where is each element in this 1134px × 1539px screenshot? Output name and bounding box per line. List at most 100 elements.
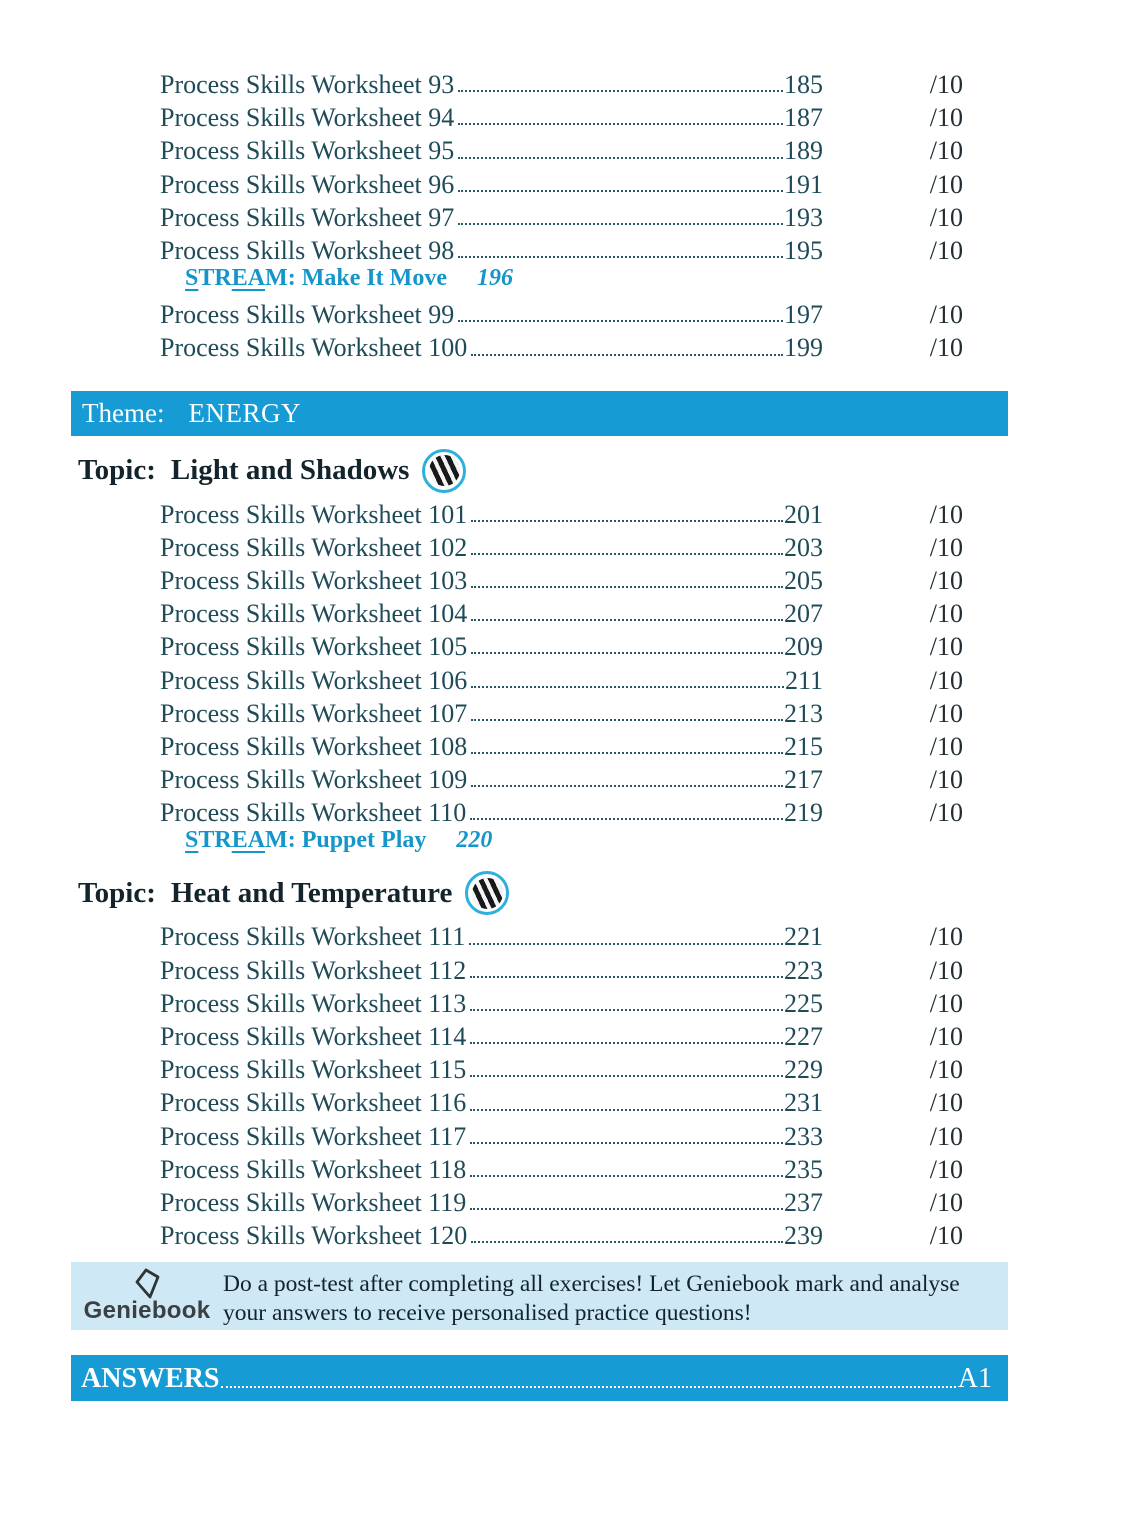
score-blank: /10 — [929, 70, 963, 100]
theme-name: ENERGY — [188, 397, 301, 428]
worksheet-title: Process Skills Worksheet 117 — [160, 1121, 467, 1151]
toc-entry-row: Process Skills Worksheet 93 185 /10 — [160, 66, 963, 99]
stream-activity-label: STREAM: Puppet Play — [185, 827, 426, 854]
dot-leader — [458, 123, 783, 126]
worksheet-title: Process Skills Worksheet 93 — [160, 70, 455, 100]
promo-text-line-1: Do a post-test after completing all exer… — [223, 1271, 960, 1298]
toc-entry-row: Process Skills Worksheet 106 211 /10 — [160, 661, 963, 695]
score-blank: /10 — [929, 798, 963, 828]
toc-entry-row: Process Skills Worksheet 104 207 /10 — [160, 595, 963, 628]
dot-leader — [470, 1141, 783, 1144]
page-number: 223 — [784, 955, 823, 985]
page-number: 203 — [784, 532, 823, 562]
page-number: 207 — [784, 599, 823, 629]
toc-entry-row: Process Skills Worksheet 120 239 /10 — [160, 1217, 963, 1250]
promo-text: Do a post-test after completing all exer… — [223, 1262, 960, 1330]
score-blank: /10 — [929, 300, 963, 330]
toc-entry-row: Process Skills Worksheet 107 213 /10 — [160, 695, 963, 728]
dot-leader — [470, 818, 783, 821]
score-blank: /10 — [929, 532, 963, 562]
worksheet-title: Process Skills Worksheet 98 — [160, 236, 455, 266]
dot-leader — [471, 652, 783, 655]
stream-underlined-letters: EA — [231, 265, 266, 292]
stream-letters: TR — [198, 265, 232, 292]
toc-entry-row: Process Skills Worksheet 111 221 /10 — [160, 918, 963, 951]
toc-entry-row: Process Skills Worksheet 119 237 /10 — [160, 1184, 963, 1217]
page-number: 197 — [784, 300, 823, 330]
page-number: 239 — [784, 1221, 823, 1251]
page-number: 215 — [784, 731, 823, 761]
page-number: 213 — [784, 698, 823, 728]
toc-entry-row: Process Skills Worksheet 109 217 /10 — [160, 761, 963, 794]
score-blank: /10 — [929, 236, 963, 266]
toc-entry-row: Process Skills Worksheet 112 223 /10 — [160, 952, 963, 985]
worksheet-title: Process Skills Worksheet 119 — [160, 1187, 467, 1217]
worksheet-title: Process Skills Worksheet 101 — [160, 499, 468, 529]
score-blank: /10 — [929, 1022, 963, 1052]
score-blank: /10 — [929, 333, 963, 363]
worksheet-title: Process Skills Worksheet 113 — [160, 988, 467, 1018]
score-blank: /10 — [929, 169, 963, 199]
topic-name: Light and Shadows — [170, 454, 410, 486]
toc-entry-row: Process Skills Worksheet 115 229 /10 — [160, 1051, 963, 1084]
score-blank: /10 — [929, 922, 963, 952]
striped-globe-inner — [471, 877, 503, 909]
stream-letters: M: Make It Move — [265, 265, 447, 292]
topic-label: Topic: — [78, 876, 156, 909]
toc-entry-row: Process Skills Worksheet 99 197 /10 — [160, 296, 963, 329]
theme-label: Theme: — [82, 397, 165, 428]
score-blank: /10 — [929, 698, 963, 728]
stream-page-number: 220 — [456, 827, 493, 854]
score-blank: /10 — [929, 765, 963, 795]
worksheet-title: Process Skills Worksheet 107 — [160, 698, 468, 728]
page-number: 185 — [784, 70, 823, 100]
worksheet-title: Process Skills Worksheet 116 — [160, 1088, 467, 1118]
toc-entry-row: Process Skills Worksheet 101 201 /10 — [160, 496, 963, 529]
dot-leader — [470, 1174, 783, 1177]
toc-entry-row: Process Skills Worksheet 97 193 /10 — [160, 199, 963, 232]
score-blank: /10 — [929, 988, 963, 1018]
dot-leader — [471, 785, 783, 788]
dot-leader — [458, 222, 783, 225]
score-blank: /10 — [929, 499, 963, 529]
stream-activity-label: STREAM: Make It Move — [185, 265, 447, 292]
score-blank: /10 — [929, 1221, 963, 1251]
dot-leader — [458, 320, 783, 323]
dot-leader — [470, 1108, 783, 1111]
dot-leader — [470, 975, 783, 978]
score-blank: /10 — [929, 103, 963, 133]
page-number: 225 — [784, 988, 823, 1018]
toc-entry-row: Process Skills Worksheet 108 215 /10 — [160, 728, 963, 761]
worksheet-title: Process Skills Worksheet 106 — [160, 665, 468, 695]
answers-banner: ANSWERS A1 — [71, 1355, 1008, 1402]
score-blank: /10 — [929, 599, 963, 629]
worksheet-title: Process Skills Worksheet 99 — [160, 300, 455, 330]
topic-label: Topic: — [78, 454, 156, 486]
score-blank: /10 — [929, 1121, 963, 1151]
worksheet-title: Process Skills Worksheet 110 — [160, 798, 467, 828]
geniebook-promo-banner: Geniebook Do a post-test after completin… — [71, 1262, 1008, 1331]
worksheet-title: Process Skills Worksheet 112 — [160, 955, 467, 985]
worksheet-title: Process Skills Worksheet 109 — [160, 765, 468, 795]
toc-entry-row: Process Skills Worksheet 96 191 /10 — [160, 166, 963, 199]
toc-entry-row: Process Skills Worksheet 94 187 /10 — [160, 99, 963, 132]
topic-heading: Topic: Heat and Temperature — [78, 868, 1008, 918]
worksheet-title: Process Skills Worksheet 111 — [160, 922, 466, 952]
toc-entry-row: Process Skills Worksheet 113 225 /10 — [160, 985, 963, 1018]
dot-leader — [470, 1075, 783, 1078]
toc-entry-row: Process Skills Worksheet 103 205 /10 — [160, 562, 963, 595]
toc-entry-row: Process Skills Worksheet 100 199 /10 — [160, 329, 963, 362]
dot-leader — [469, 942, 783, 945]
worksheet-title: Process Skills Worksheet 114 — [160, 1022, 467, 1052]
page-number: 209 — [784, 632, 823, 662]
page-number: 201 — [784, 499, 823, 529]
toc-entry-row: Process Skills Worksheet 116 231 /10 — [160, 1084, 963, 1117]
dot-leader — [471, 685, 784, 688]
dot-leader — [221, 1386, 956, 1389]
worksheet-title: Process Skills Worksheet 102 — [160, 532, 468, 562]
worksheet-title: Process Skills Worksheet 105 — [160, 632, 468, 662]
worksheet-title: Process Skills Worksheet 96 — [160, 169, 455, 199]
dot-leader — [471, 1241, 783, 1244]
worksheet-title: Process Skills Worksheet 103 — [160, 565, 468, 595]
dot-leader — [470, 1008, 783, 1011]
